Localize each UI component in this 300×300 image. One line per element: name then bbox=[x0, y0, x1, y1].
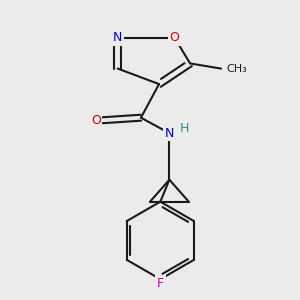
Text: O: O bbox=[169, 31, 179, 44]
Text: O: O bbox=[91, 114, 101, 127]
Text: F: F bbox=[157, 277, 164, 290]
Text: H: H bbox=[180, 122, 190, 134]
Text: N: N bbox=[113, 31, 122, 44]
Text: CH₃: CH₃ bbox=[226, 64, 247, 74]
Text: N: N bbox=[165, 127, 174, 140]
